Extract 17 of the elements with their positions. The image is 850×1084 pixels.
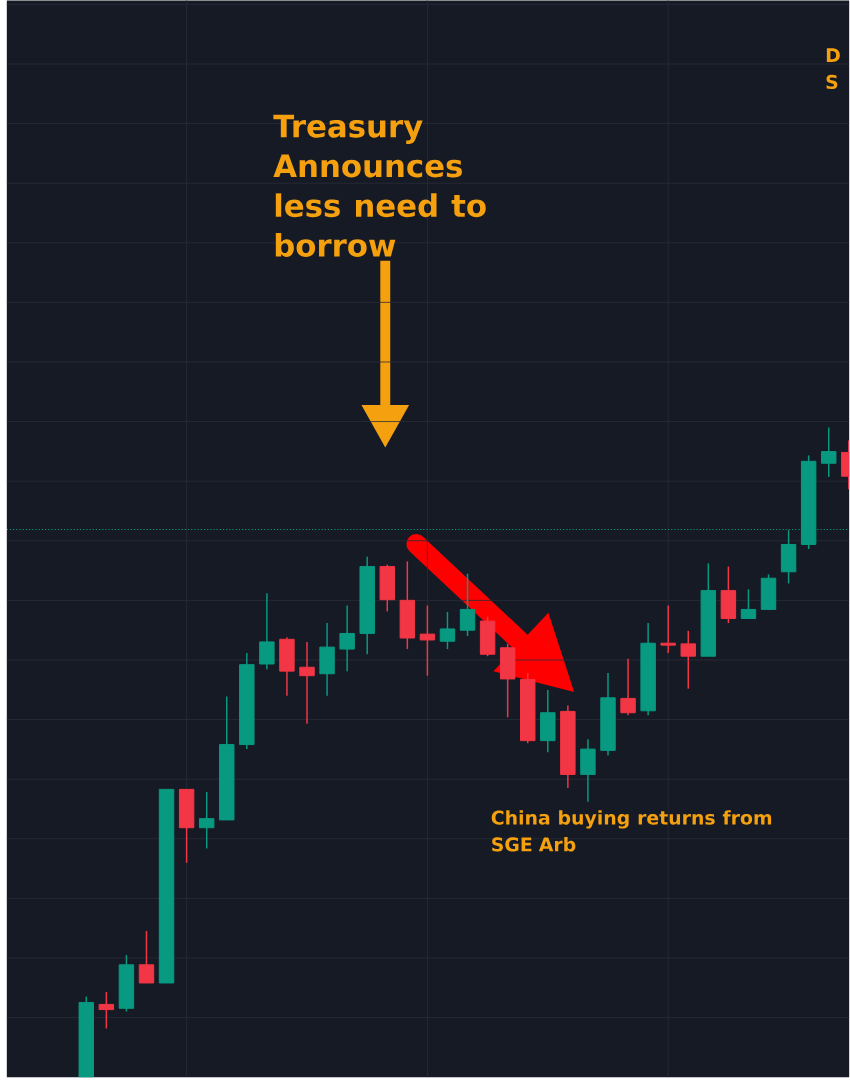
- text: D S: [826, 48, 841, 90]
- candlestick: [680, 630, 697, 690]
- annotation: China buying returns from SGE Arb: [491, 810, 772, 852]
- candlestick: [660, 604, 677, 654]
- candlestick: [740, 588, 757, 620]
- candlestick: [339, 604, 356, 672]
- candlestick: [439, 611, 456, 650]
- candlestick: [620, 658, 636, 717]
- candlestick: [460, 572, 476, 637]
- candlestick: [419, 604, 436, 677]
- text: Treasury Announces less need to borrow: [273, 114, 486, 257]
- candlestick: [299, 641, 315, 725]
- candlestick: [98, 991, 115, 1030]
- candlestick: [199, 791, 215, 850]
- candlestick: [821, 426, 837, 478]
- candlestick: [259, 592, 275, 670]
- candlestick: [138, 930, 155, 984]
